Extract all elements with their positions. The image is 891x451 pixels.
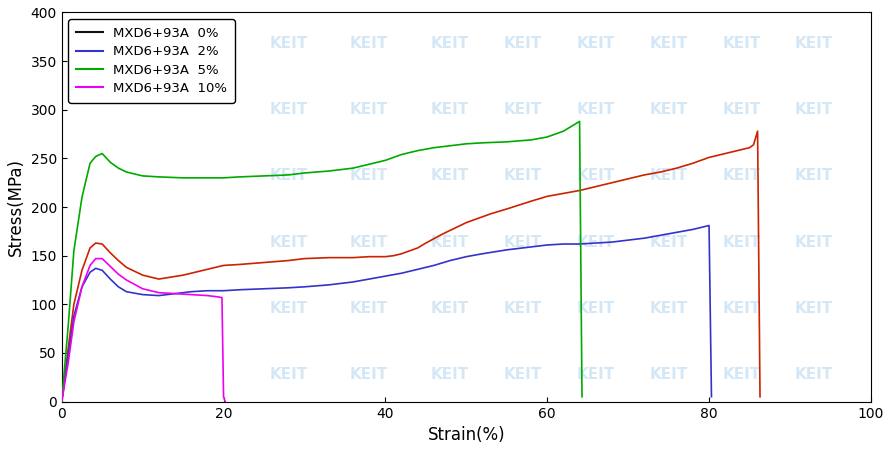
- Text: KEIT: KEIT: [350, 301, 388, 316]
- Text: KEIT: KEIT: [723, 36, 761, 51]
- Text: KEIT: KEIT: [795, 36, 833, 51]
- Text: KEIT: KEIT: [650, 36, 688, 51]
- Text: KEIT: KEIT: [795, 168, 833, 184]
- Text: KEIT: KEIT: [650, 102, 688, 117]
- Text: KEIT: KEIT: [269, 36, 307, 51]
- Text: KEIT: KEIT: [431, 36, 470, 51]
- Text: KEIT: KEIT: [576, 235, 615, 249]
- Text: KEIT: KEIT: [350, 102, 388, 117]
- Text: KEIT: KEIT: [431, 168, 470, 184]
- Text: KEIT: KEIT: [650, 301, 688, 316]
- Text: KEIT: KEIT: [795, 367, 833, 382]
- Text: KEIT: KEIT: [650, 235, 688, 249]
- Text: KEIT: KEIT: [576, 168, 615, 184]
- Text: KEIT: KEIT: [723, 301, 761, 316]
- Text: KEIT: KEIT: [503, 168, 542, 184]
- Text: KEIT: KEIT: [650, 367, 688, 382]
- Text: KEIT: KEIT: [431, 301, 470, 316]
- X-axis label: Strain(%): Strain(%): [428, 426, 505, 444]
- Text: KEIT: KEIT: [723, 235, 761, 249]
- Text: KEIT: KEIT: [795, 301, 833, 316]
- Y-axis label: Stress(MPa): Stress(MPa): [7, 158, 25, 256]
- Text: KEIT: KEIT: [350, 36, 388, 51]
- Text: KEIT: KEIT: [269, 168, 307, 184]
- Text: KEIT: KEIT: [503, 301, 542, 316]
- Text: KEIT: KEIT: [650, 168, 688, 184]
- Legend: MXD6+93A  0%, MXD6+93A  2%, MXD6+93A  5%, MXD6+93A  10%: MXD6+93A 0%, MXD6+93A 2%, MXD6+93A 5%, M…: [69, 19, 235, 103]
- Text: KEIT: KEIT: [269, 367, 307, 382]
- Text: KEIT: KEIT: [269, 301, 307, 316]
- Text: KEIT: KEIT: [350, 235, 388, 249]
- Text: KEIT: KEIT: [576, 367, 615, 382]
- Text: KEIT: KEIT: [503, 102, 542, 117]
- Text: KEIT: KEIT: [269, 235, 307, 249]
- Text: KEIT: KEIT: [576, 102, 615, 117]
- Text: KEIT: KEIT: [431, 367, 470, 382]
- Text: KEIT: KEIT: [350, 168, 388, 184]
- Text: KEIT: KEIT: [269, 102, 307, 117]
- Text: KEIT: KEIT: [431, 102, 470, 117]
- Text: KEIT: KEIT: [350, 367, 388, 382]
- Text: KEIT: KEIT: [795, 235, 833, 249]
- Text: KEIT: KEIT: [503, 235, 542, 249]
- Text: KEIT: KEIT: [576, 301, 615, 316]
- Text: KEIT: KEIT: [503, 367, 542, 382]
- Text: KEIT: KEIT: [431, 235, 470, 249]
- Text: KEIT: KEIT: [503, 36, 542, 51]
- Text: KEIT: KEIT: [795, 102, 833, 117]
- Text: KEIT: KEIT: [723, 102, 761, 117]
- Text: KEIT: KEIT: [723, 168, 761, 184]
- Text: KEIT: KEIT: [576, 36, 615, 51]
- Text: KEIT: KEIT: [723, 367, 761, 382]
